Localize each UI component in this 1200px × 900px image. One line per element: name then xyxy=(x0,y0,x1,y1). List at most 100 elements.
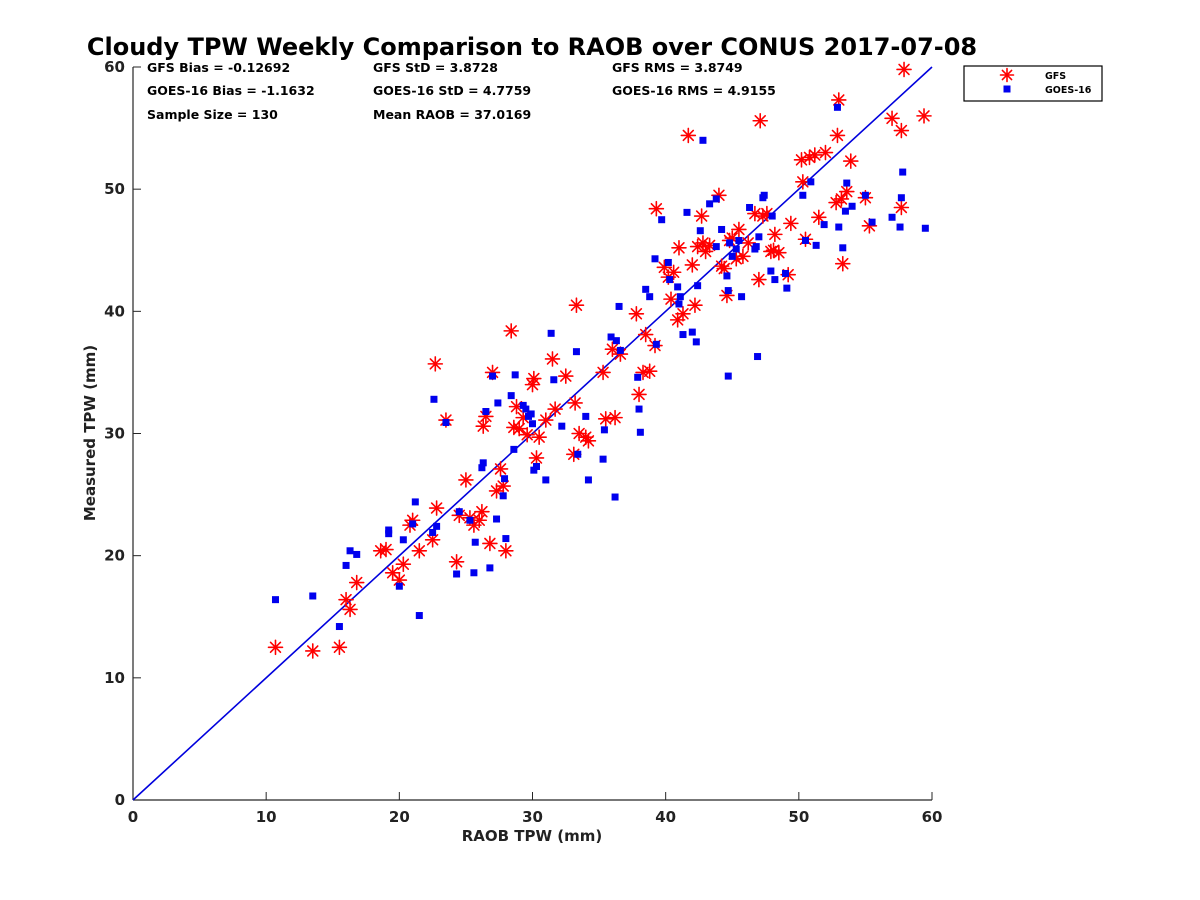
x-tick-label: 30 xyxy=(522,808,543,826)
gfs-point xyxy=(304,643,321,659)
x-tick-label: 50 xyxy=(788,808,809,826)
legend-goes16-label: GOES-16 xyxy=(1045,85,1092,96)
goes16-point xyxy=(738,293,746,301)
gfs-point xyxy=(519,426,535,443)
chart-title: Cloudy TPW Weekly Comparison to RAOB ove… xyxy=(87,33,977,61)
goes16-point xyxy=(688,328,696,336)
y-tick-label: 20 xyxy=(104,547,125,565)
gfs-point xyxy=(378,541,394,558)
goes16-point xyxy=(558,422,566,430)
goes16-point xyxy=(519,401,527,409)
goes16-point xyxy=(494,399,502,407)
goes16-point xyxy=(442,419,450,427)
gfs-point xyxy=(267,639,284,656)
gfs-point xyxy=(842,153,859,169)
gfs-point xyxy=(817,144,834,161)
goes16-point xyxy=(502,535,510,543)
goes16-point xyxy=(634,373,642,381)
goes16-point xyxy=(572,348,580,356)
goes16-point xyxy=(409,520,417,528)
goes16-point xyxy=(754,353,762,361)
gfs-point xyxy=(595,364,611,381)
goes16-point xyxy=(755,233,763,241)
gfs-point xyxy=(641,363,658,379)
gfs-point xyxy=(665,264,682,281)
goes16-point xyxy=(395,582,403,590)
gfs-point xyxy=(503,323,519,339)
goes16-point xyxy=(636,428,644,436)
x-axis-label: RAOB TPW (mm) xyxy=(462,827,603,845)
gfs-point xyxy=(348,574,365,591)
goes16-point xyxy=(642,285,650,293)
x-tick-label: 10 xyxy=(256,808,277,826)
goes16-point xyxy=(574,450,582,458)
goes16-point xyxy=(542,476,550,484)
goes16-point xyxy=(607,333,615,341)
gfs-point xyxy=(687,297,703,314)
goes16-point xyxy=(532,462,540,470)
gfs-point xyxy=(684,257,701,273)
goes16-point xyxy=(674,283,682,291)
gfs-point xyxy=(896,61,912,78)
goes16-point xyxy=(582,412,590,420)
goes16-point xyxy=(807,178,815,186)
goes16-rms-label: GOES-16 RMS = 4.9155 xyxy=(612,83,776,98)
gfs-point xyxy=(807,147,823,163)
gfs-point xyxy=(916,108,932,124)
goes16-point xyxy=(489,372,497,380)
gfs-point xyxy=(607,409,623,426)
gfs-point xyxy=(675,305,691,322)
legend-goes16-marker xyxy=(1003,85,1011,93)
goes16-point xyxy=(712,195,720,203)
goes16-point xyxy=(801,236,809,244)
sample-size-label: Sample Size = 130 xyxy=(147,107,278,122)
goes16-point xyxy=(385,530,393,538)
goes16-point xyxy=(799,191,807,199)
goes16-point xyxy=(782,269,790,277)
goes16-point xyxy=(429,528,437,536)
goes16-point xyxy=(835,223,843,231)
x-tick-label: 40 xyxy=(655,808,676,826)
gfs-series xyxy=(267,61,932,659)
goes16-point xyxy=(888,213,896,221)
goes16-point xyxy=(841,207,849,215)
goes16-point xyxy=(820,221,828,229)
legend-gfs-asterisk xyxy=(999,67,1015,83)
y-tick-label: 60 xyxy=(104,58,125,76)
goes16-point xyxy=(694,282,702,290)
goes16-point xyxy=(752,243,760,251)
gfs-point xyxy=(716,260,733,277)
gfs-point xyxy=(506,419,522,436)
goes16-point xyxy=(718,225,726,233)
goes16-point xyxy=(726,239,734,247)
gfs-point xyxy=(597,411,614,427)
goes16-point xyxy=(510,445,518,453)
gfs-point xyxy=(482,535,498,552)
goes16-point xyxy=(511,371,519,379)
gfs-point xyxy=(893,199,910,216)
legend: GFS GOES-16 xyxy=(963,65,1103,102)
gfs-std-label: GFS StD = 3.8728 xyxy=(373,60,498,75)
goes16-point xyxy=(746,203,754,211)
goes16-point xyxy=(353,550,361,558)
goes16-point xyxy=(271,596,279,604)
goes16-point xyxy=(896,223,904,231)
gfs-point xyxy=(671,240,687,256)
gfs-point xyxy=(495,478,512,494)
gfs-point xyxy=(580,433,597,449)
gfs-point xyxy=(528,450,545,466)
y-tick-label: 10 xyxy=(104,669,125,687)
goes16-point xyxy=(783,284,791,292)
goes16-point xyxy=(712,243,720,251)
axis-ticks: 0 10 20 30 40 50 60 0 10 20 30 40 50 60 xyxy=(104,58,942,826)
goes16-point xyxy=(848,202,856,210)
goes16-point xyxy=(646,293,654,301)
gfs-point xyxy=(395,556,412,573)
goes16-point xyxy=(768,212,776,220)
goes16-point xyxy=(683,208,691,216)
gfs-point xyxy=(498,542,514,559)
gfs-point xyxy=(568,297,585,314)
gfs-point xyxy=(511,420,527,437)
legend-gfs-marker xyxy=(999,67,1015,83)
